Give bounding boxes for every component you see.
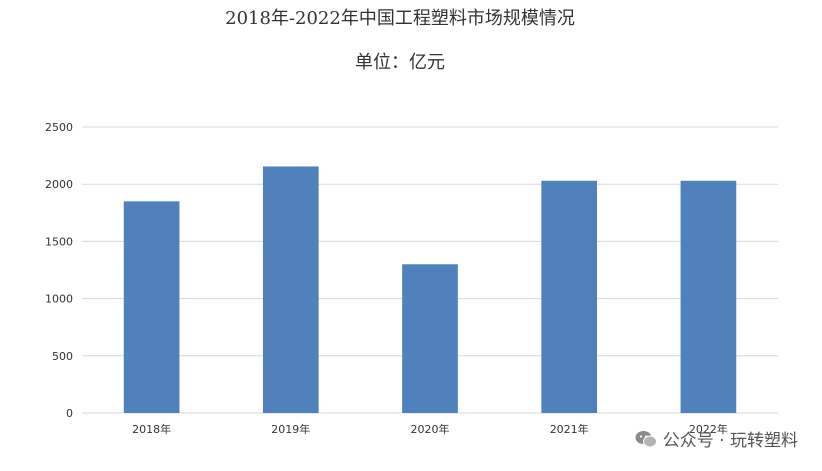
bars bbox=[123, 166, 737, 413]
y-tick-label: 2000 bbox=[45, 178, 73, 191]
bar bbox=[123, 201, 180, 413]
y-tick-label: 1500 bbox=[45, 235, 73, 248]
x-tick-label: 2019年 bbox=[271, 422, 310, 436]
bar bbox=[262, 166, 319, 413]
y-tick-label: 2500 bbox=[45, 121, 73, 134]
y-tick-label: 500 bbox=[52, 350, 73, 363]
bar bbox=[402, 264, 458, 413]
watermark-text: 公众号 · 玩转塑料 bbox=[662, 431, 798, 451]
bar bbox=[680, 180, 737, 413]
bar bbox=[541, 180, 598, 413]
y-tick-label: 1000 bbox=[45, 293, 73, 306]
chart-title: 2018年-2022年中国工程塑料市场规模情况 bbox=[225, 8, 575, 29]
chart-subtitle: 单位：亿元 bbox=[355, 52, 445, 73]
watermark: 公众号 · 玩转塑料 bbox=[635, 426, 798, 451]
y-axis-tick-labels: 0 500 1000 1500 2000 2500 bbox=[45, 121, 73, 420]
x-tick-label: 2021年 bbox=[550, 422, 589, 436]
x-axis-tick-labels: 2018年 2019年 2020年 2021年 2022年 bbox=[132, 422, 728, 436]
x-tick-label: 2020年 bbox=[411, 422, 450, 436]
wechat-icon bbox=[635, 430, 657, 447]
y-tick-label: 0 bbox=[66, 407, 73, 420]
x-tick-label: 2018年 bbox=[132, 422, 171, 436]
x-tick-label: 2022年 bbox=[689, 422, 728, 436]
